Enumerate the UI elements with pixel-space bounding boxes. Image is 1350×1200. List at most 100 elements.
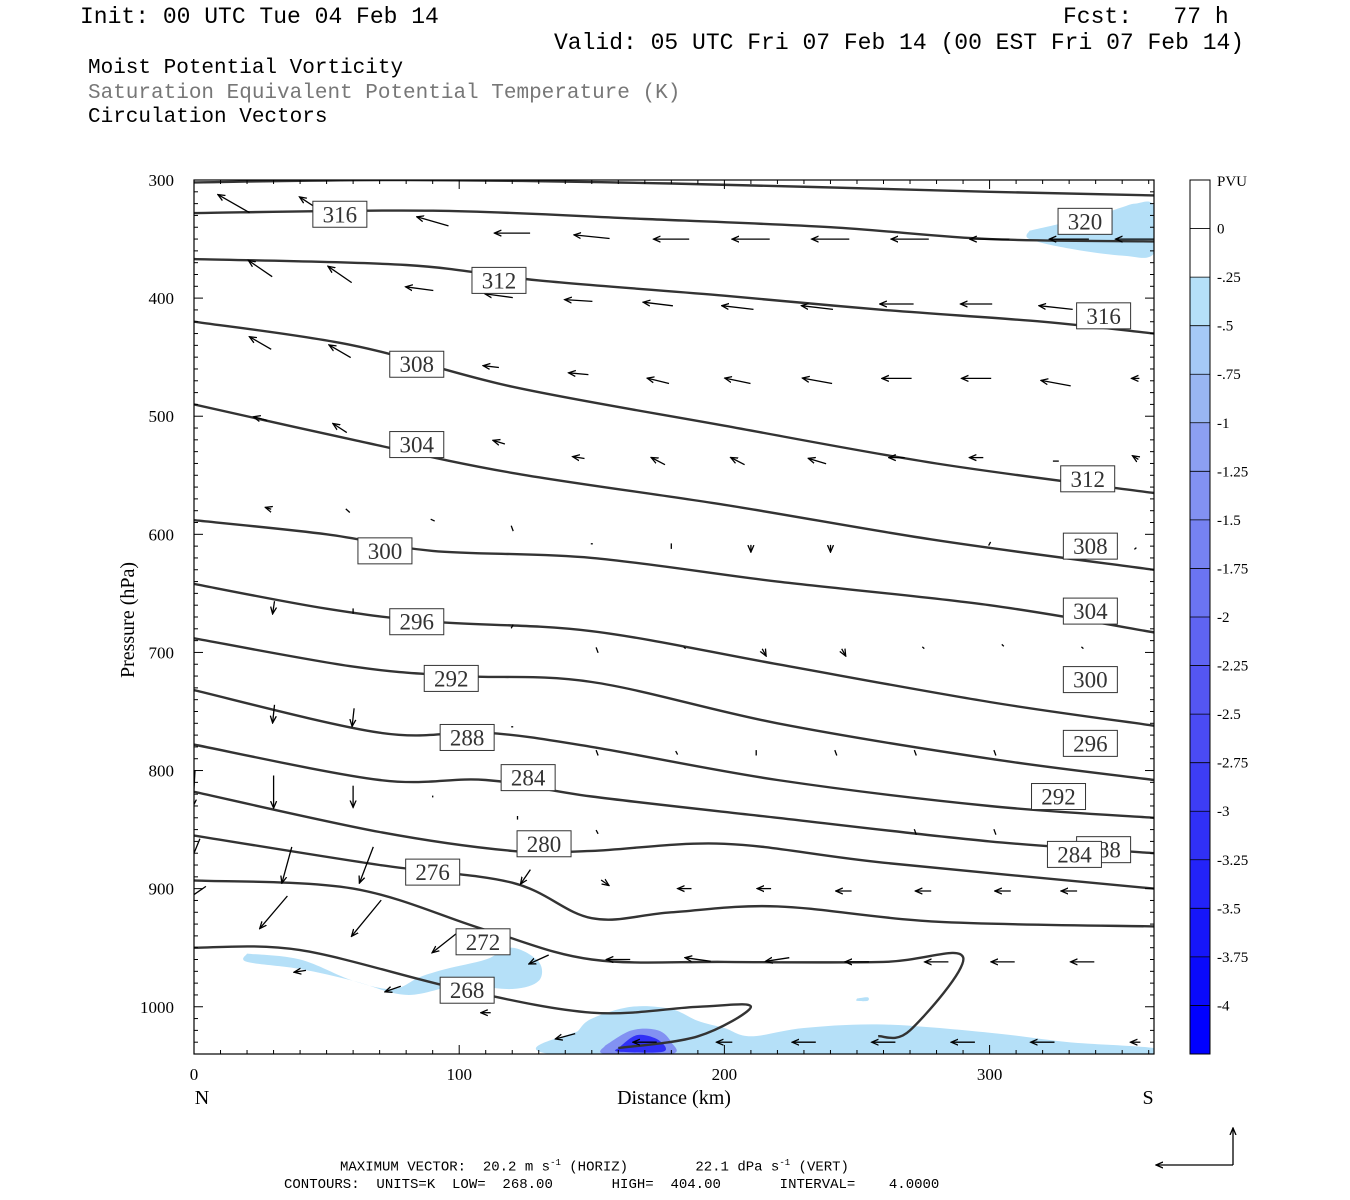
- colorbar-label: -3.75: [1217, 950, 1248, 966]
- contour-label-text: 312: [482, 268, 517, 293]
- colorbar-label: -.75: [1217, 367, 1241, 383]
- wind-vector: [510, 525, 514, 532]
- wind-vector: [651, 458, 666, 466]
- contour-label-box: [1060, 465, 1116, 493]
- wind-vector: [359, 846, 374, 883]
- field-title-vectors: Circulation Vectors: [88, 106, 328, 129]
- pv-region: [856, 997, 869, 1002]
- x-axis-label: Distance (km): [617, 1087, 731, 1109]
- contour-label-text: 280: [527, 832, 562, 857]
- x-tick-label: 300: [977, 1065, 1003, 1084]
- wind-vector: [493, 440, 506, 444]
- contour-label-box: [455, 928, 511, 956]
- contour-label-308: 308: [389, 350, 445, 378]
- wind-vector: [802, 378, 833, 385]
- field-title-mpv: Moist Potential Vorticity: [88, 57, 404, 80]
- x-end-label-south: S: [1142, 1087, 1153, 1109]
- colorbar-label: -1.75: [1217, 561, 1248, 577]
- contour-label-box: [389, 431, 445, 459]
- colorbar-label: -.25: [1217, 270, 1241, 286]
- contour-label-text: 284: [511, 766, 546, 791]
- max-vector-label: MAXIMUM VECTOR:: [340, 1159, 467, 1176]
- contour-label-text: 304: [1073, 599, 1108, 624]
- contour-label-text: 300: [368, 539, 403, 564]
- wind-vector: [834, 749, 838, 756]
- wind-vector: [913, 749, 917, 756]
- pv-region: [535, 1006, 1154, 1054]
- field-title-thetaes: Saturation Equivalent Potential Temperat…: [88, 82, 681, 105]
- wind-vector: [600, 880, 609, 886]
- contour-line-320: [194, 180, 1154, 197]
- wind-vector: [249, 337, 272, 350]
- wind-vector: [1039, 306, 1073, 311]
- contour-label-272: 272: [455, 928, 511, 956]
- contour-label-292: 292: [423, 664, 479, 692]
- wind-vector: [1133, 547, 1137, 550]
- wind-vector: [643, 302, 673, 306]
- wind-vector: [988, 541, 992, 546]
- vert-max-value: 22.1 dPa s: [695, 1159, 780, 1176]
- pv-colorbar: PVU 0 -.25 -.5 -.75 -1 -1.25 -1.5 -1.75 -2 -2.25 -2…: [1189, 174, 1248, 1055]
- colorbar-swatch: [1190, 762, 1210, 812]
- colorbar-swatch: [1190, 665, 1210, 715]
- wind-vector: [675, 750, 679, 755]
- contour-line-280: [194, 790, 1154, 890]
- wind-vector: [417, 217, 449, 227]
- contour-label-312: 312: [471, 266, 527, 294]
- contour-label-280: 280: [516, 830, 572, 858]
- colorbar-label: -2.5: [1217, 707, 1241, 723]
- wind-vector: [483, 366, 499, 368]
- colorbar-swatch: [1190, 422, 1210, 472]
- contour-label-296: 296: [1062, 729, 1118, 757]
- wind-vector: [194, 838, 201, 855]
- circulation-vectors: [194, 195, 1154, 1043]
- contour-label-box: [1057, 207, 1113, 235]
- wind-vector: [248, 260, 273, 278]
- wind-vector: [762, 649, 766, 656]
- wind-vector: [294, 970, 307, 972]
- wind-vector: [595, 829, 599, 835]
- contour-line-296: [194, 582, 1154, 727]
- contour-label-text: 308: [1073, 534, 1108, 559]
- contour-label-312: 312: [1060, 465, 1116, 493]
- plot-frame: [193, 179, 1155, 1055]
- contour-line-304: [194, 403, 1154, 571]
- contour-label-box: [1062, 597, 1118, 625]
- contour-label-296: 296: [389, 608, 445, 636]
- pv-shading-layer: [243, 201, 1154, 1054]
- wind-vector: [913, 828, 917, 835]
- contour-line-308: [194, 320, 1154, 495]
- contour-line-268: [194, 945, 753, 1050]
- wind-vector: [529, 954, 549, 964]
- contour-label-text: 316: [323, 202, 358, 227]
- horiz-exp: -1: [550, 1158, 561, 1168]
- contour-label-text: 292: [434, 666, 469, 691]
- colorbar-label: -1.25: [1217, 464, 1248, 480]
- wind-vector: [595, 647, 599, 654]
- contour-label-text: 268: [450, 978, 485, 1003]
- contour-label-text: 316: [1086, 304, 1121, 329]
- contour-label-box: [500, 764, 556, 792]
- wind-vector: [273, 601, 275, 614]
- colorbar-label: -1.5: [1217, 513, 1241, 529]
- contour-label-284: 284: [500, 764, 556, 792]
- colorbar-swatch: [1190, 811, 1210, 861]
- contour-label-text: 288: [450, 725, 485, 750]
- colorbar-swatch: [1190, 908, 1210, 958]
- contour-label-text: 320: [1068, 209, 1103, 234]
- contour-label-320: 320: [1057, 207, 1113, 235]
- contour-label-box: [1046, 840, 1102, 868]
- contour-label-text: 300: [1073, 668, 1108, 693]
- vert-tail: (VERT): [790, 1159, 849, 1176]
- wind-vector: [485, 294, 513, 298]
- wind-vector: [282, 846, 293, 883]
- contour-line-292: [194, 637, 1154, 782]
- x-tick-label: 100: [446, 1065, 472, 1084]
- colorbar-label: -3.25: [1217, 853, 1248, 869]
- colorbar-swatch: [1190, 471, 1210, 521]
- y-tick-label: 1000: [140, 998, 174, 1017]
- wind-vector: [1041, 380, 1071, 387]
- wind-vector: [595, 749, 599, 756]
- wind-vector: [683, 646, 687, 650]
